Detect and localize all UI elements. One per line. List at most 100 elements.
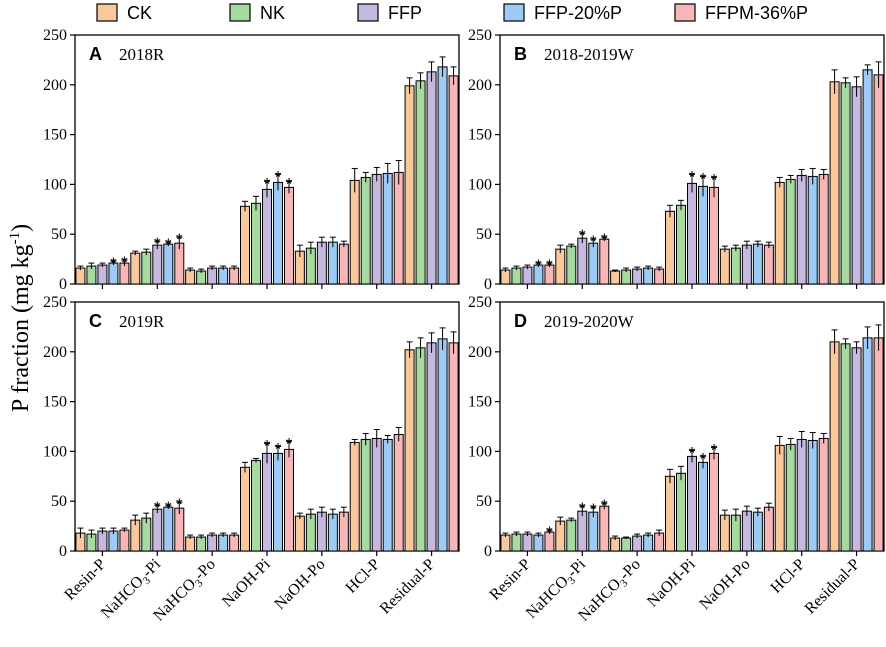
y-tick-label: 250 [468,27,492,44]
panel-title: 2018R [119,45,165,64]
bar [632,268,643,285]
significance-star: * [121,253,128,272]
bar [840,343,851,552]
y-tick-label: 200 [468,77,492,94]
bar [349,179,360,285]
panel-letter: A [89,44,102,64]
legend-label: FFP-20%P [534,3,622,23]
bar [676,204,686,285]
bar [522,533,533,552]
y-tick-label: 100 [43,176,67,193]
bar [818,173,829,285]
x-tick-label: Resin-P [486,556,534,604]
legend-item-ffp-20-p: FFP-20%P [503,3,622,23]
bar [665,475,675,552]
y-tick-label: 0 [59,276,67,293]
category-group [774,167,829,289]
bar [196,536,207,552]
bar [382,438,393,552]
y-tick-label: 150 [43,127,67,144]
bar [610,270,621,285]
significance-star: * [590,232,597,251]
significance-star: * [286,174,293,193]
bar [262,452,272,552]
bar [643,534,654,552]
y-tick-label: 50 [476,493,492,510]
legend-swatch [229,3,251,22]
bar [511,267,522,285]
bar [774,444,785,552]
y-tick-label: 0 [484,276,492,293]
bar [818,437,829,552]
bar [174,507,185,552]
category-group: HCl-P [343,426,404,597]
bar [185,536,196,552]
y-tick-label: 250 [43,294,67,311]
bar [130,252,141,285]
x-tick-label: NaOH-Pi [644,555,699,610]
bar [229,267,240,285]
bar [284,448,294,552]
bar [500,269,511,285]
bar [741,510,752,552]
significance-star: * [286,434,293,453]
category-group [185,265,240,289]
bar [327,241,338,285]
y-tick-label: 100 [468,176,492,193]
bar [807,175,818,285]
bar [829,81,840,285]
bar [371,437,382,552]
bar [676,472,686,552]
bar [437,66,448,285]
bar [382,172,393,285]
category-group: * * * [240,167,294,289]
bar [349,441,360,552]
significance-star: * [579,499,586,518]
y-tick-label: 50 [476,226,492,243]
bar [404,349,415,552]
significance-star: * [275,167,282,186]
panel-title: 2019-2020W [544,312,635,331]
category-group: * * [500,256,555,289]
bar [316,511,327,552]
bar [141,251,152,285]
bar [873,337,884,552]
y-tick-label: 0 [59,543,67,560]
significance-star: * [154,234,161,253]
panel-letter: C [89,311,102,331]
y-tick-label: 100 [43,443,67,460]
bar [796,438,807,552]
bar [829,341,840,552]
bar [807,439,818,552]
bar [632,535,643,552]
bar [75,267,86,285]
significance-star: * [689,167,696,186]
bar [665,210,675,285]
x-tick-label: Residual-P [802,556,864,618]
bar [338,243,349,285]
bar [240,466,250,552]
bar [851,347,862,552]
bar [273,452,283,552]
bar [687,455,697,552]
bar [851,86,862,285]
category-group: * * *NaOH-Pi [644,440,719,611]
significance-star: * [165,498,172,517]
bar [709,186,719,285]
significance-star: * [176,495,183,514]
bar [719,248,730,285]
bar [393,433,404,552]
legend: CK NK FFP FFP-20%P FFPM-36%P [96,3,808,23]
significance-star: * [700,449,707,468]
x-tick-label: Resin-P [61,556,109,604]
category-group: * * * [130,230,185,289]
panel-title: 2018-2019W [544,45,635,64]
bar [284,186,294,285]
bar [555,248,566,285]
significance-star: * [689,443,696,462]
bar [360,438,371,552]
bar [500,534,511,552]
bar [393,171,404,285]
